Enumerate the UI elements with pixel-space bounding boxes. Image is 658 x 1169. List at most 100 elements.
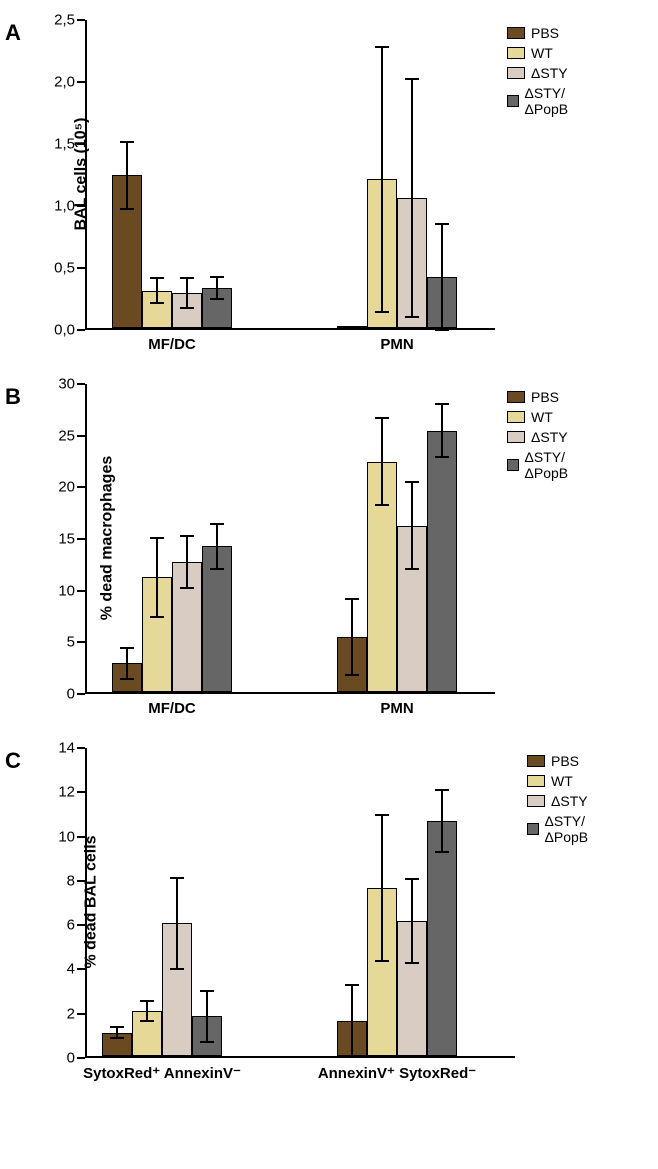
error-cap — [120, 208, 134, 210]
bar-wrap — [162, 923, 192, 1056]
error-cap — [180, 277, 194, 279]
error-cap — [180, 307, 194, 309]
legend-item: ΔSTY — [527, 793, 595, 809]
error-bar — [411, 482, 413, 569]
legend-item: ΔSTY — [507, 429, 575, 445]
error-cap — [200, 990, 214, 992]
plot-area: % dead BAL cells02468101214SytoxRed⁺ Ann… — [85, 748, 515, 1058]
y-tick-label: 2,5 — [54, 12, 75, 29]
legend-swatch — [507, 95, 519, 107]
bar-wrap — [367, 462, 397, 692]
y-tick-label: 5 — [67, 634, 75, 651]
legend-item: ΔSTY — [507, 65, 575, 81]
error-bar — [206, 991, 208, 1042]
bar-wrap — [397, 198, 427, 328]
error-cap — [210, 276, 224, 278]
bar-group — [337, 179, 457, 328]
y-tick-label: 2 — [67, 1005, 75, 1022]
y-tick-label: 8 — [67, 872, 75, 889]
bar-wrap — [337, 326, 367, 328]
error-cap — [405, 316, 419, 318]
error-bar — [441, 790, 443, 852]
y-tick-label: 4 — [67, 961, 75, 978]
error-cap — [375, 311, 389, 313]
error-cap — [120, 678, 134, 680]
error-bar — [441, 224, 443, 331]
y-tick — [77, 205, 85, 207]
legend-label: ΔSTY/ΔPopB — [525, 449, 575, 481]
error-bar — [126, 142, 128, 209]
error-cap — [150, 302, 164, 304]
bar-wrap — [337, 637, 367, 692]
bar-wrap — [142, 577, 172, 692]
error-cap — [180, 587, 194, 589]
y-tick — [77, 836, 85, 838]
bar-wrap — [112, 663, 142, 692]
legend-swatch — [527, 755, 545, 767]
error-cap — [375, 814, 389, 816]
y-tick-label: 25 — [58, 427, 75, 444]
error-bar — [176, 878, 178, 969]
y-tick-label: 10 — [58, 582, 75, 599]
y-tick — [77, 590, 85, 592]
error-cap — [110, 1037, 124, 1039]
y-axis-label: % dead BAL cells — [83, 835, 101, 968]
error-cap — [140, 1020, 154, 1022]
legend-swatch — [507, 391, 525, 403]
bar-wrap — [172, 562, 202, 692]
error-bar — [156, 278, 158, 303]
bar-wrap — [112, 175, 142, 328]
legend-item: ΔSTY/ΔPopB — [507, 85, 575, 117]
legend-swatch — [527, 775, 545, 787]
y-tick — [77, 329, 85, 331]
error-cap — [345, 598, 359, 600]
legend-item: WT — [507, 409, 575, 425]
y-tick — [77, 968, 85, 970]
legend-label: PBS — [531, 25, 559, 41]
panel-label: B — [5, 384, 21, 410]
bar-group — [102, 923, 222, 1056]
error-bar — [411, 79, 413, 317]
y-tick-label: 0 — [67, 686, 75, 703]
error-bar — [186, 536, 188, 588]
legend-label: ΔSTY — [551, 793, 588, 809]
error-bar — [381, 47, 383, 312]
error-cap — [120, 647, 134, 649]
error-cap — [200, 1041, 214, 1043]
legend: PBS WT ΔSTY ΔSTY/ΔPopB — [507, 389, 575, 481]
error-cap — [170, 968, 184, 970]
legend-swatch — [507, 27, 525, 39]
plot-area: BAL cells (10⁵)0,00,51,01,52,02,5MF/DCPM… — [85, 20, 495, 330]
chart-wrap: % dead macrophages051015202530MF/DCPMNPB… — [85, 384, 648, 694]
y-tick-label: 20 — [58, 479, 75, 496]
x-group-label: PMN — [380, 336, 413, 353]
error-bar — [156, 538, 158, 617]
bar-wrap — [367, 179, 397, 328]
error-bar — [381, 418, 383, 505]
panel-B: B % dead macrophages051015202530MF/DCPMNP… — [5, 384, 648, 728]
error-bar — [381, 815, 383, 961]
error-cap — [210, 568, 224, 570]
error-cap — [375, 504, 389, 506]
x-group-label: MF/DC — [148, 700, 196, 717]
bar-wrap — [202, 546, 232, 692]
x-group-label: SytoxRed⁺ AnnexinV⁻ — [83, 1064, 241, 1082]
error-cap — [435, 223, 449, 225]
bar-wrap — [102, 1033, 132, 1056]
bar-group — [337, 431, 457, 692]
x-group-label: MF/DC — [148, 336, 196, 353]
legend-label: ΔSTY — [531, 429, 568, 445]
legend-item: PBS — [507, 389, 575, 405]
bar-wrap — [337, 1021, 367, 1056]
legend-swatch — [507, 411, 525, 423]
bar — [427, 821, 457, 1056]
plot-area: % dead macrophages051015202530MF/DCPMNPB… — [85, 384, 495, 694]
error-bar — [216, 277, 218, 299]
error-bar — [216, 524, 218, 569]
error-bar — [186, 278, 188, 308]
legend-swatch — [507, 459, 519, 471]
legend-item: WT — [507, 45, 575, 61]
error-bar — [351, 985, 353, 1056]
error-cap — [110, 1026, 124, 1028]
legend-swatch — [507, 47, 525, 59]
